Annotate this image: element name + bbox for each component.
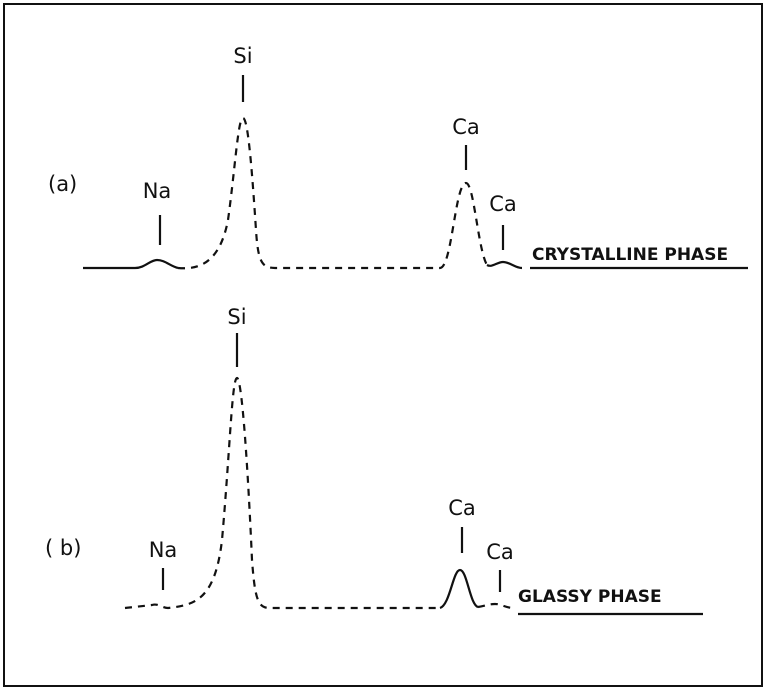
spectrum [439,568,479,610]
peak-label: Na [143,179,172,203]
phase-label: CRYSTALLINE PHASE [532,245,728,265]
peak-label: Na [149,538,178,562]
spectrum [486,260,523,270]
spectrum [83,258,179,270]
frame [3,3,763,687]
peak-label: Si [227,305,246,329]
phase-label: GLASSY PHASE [518,587,662,607]
panel-label: ( b) [45,536,81,560]
peak-label: Ca [486,540,514,564]
peak-label: Ca [489,192,517,216]
spectrum [124,376,440,610]
peak-label: Ca [452,115,480,139]
panel-label: (a) [48,172,77,196]
spectrum [177,116,488,270]
peak-label: Ca [448,496,476,520]
peak-label: Si [233,44,252,68]
spectrum [477,602,516,610]
